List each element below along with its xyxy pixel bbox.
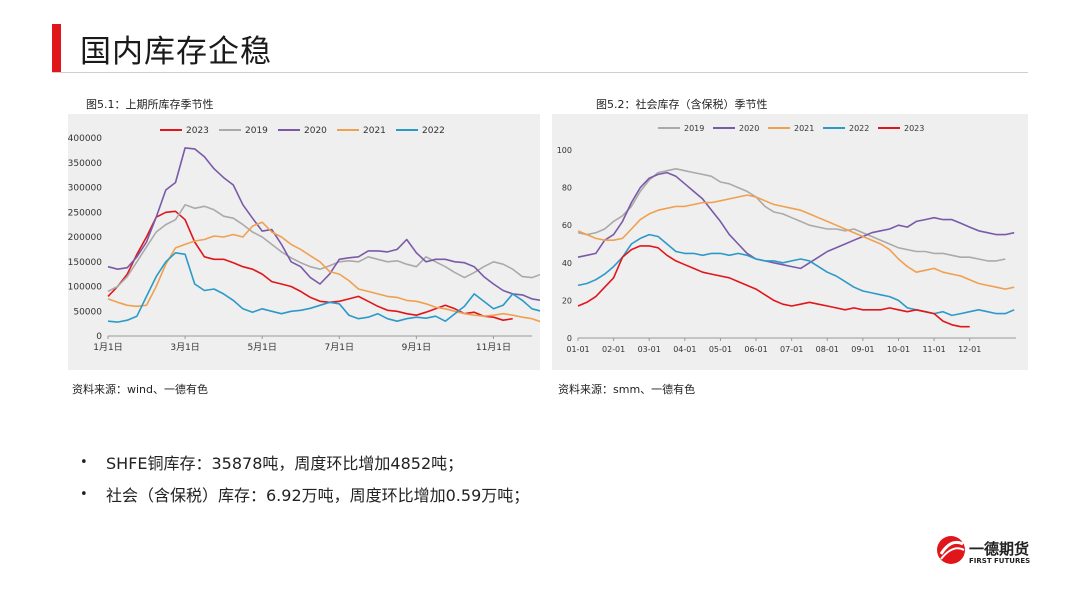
x-tick-label: 07-01 bbox=[780, 345, 803, 354]
y-tick-label: 250000 bbox=[68, 208, 102, 218]
series-line-2020 bbox=[577, 171, 1015, 270]
y-tick-label: 300000 bbox=[68, 184, 102, 194]
x-tick-label: 08-01 bbox=[816, 345, 839, 354]
x-tick-label: 3月1日 bbox=[170, 342, 199, 353]
legend-label: 2023 bbox=[904, 124, 924, 133]
y-tick-label: 200000 bbox=[68, 233, 102, 243]
bullet-item: • SHFE铜库存：35878吨，周度环比增加4852吨； bbox=[80, 446, 529, 478]
x-tick-label: 02-01 bbox=[602, 345, 625, 354]
series-line-2023 bbox=[107, 210, 513, 321]
x-tick-label: 11月1日 bbox=[476, 342, 511, 353]
legend-label: 2020 bbox=[739, 124, 759, 133]
bullet-dot-icon: • bbox=[80, 486, 88, 502]
legend-label: 2023 bbox=[186, 126, 209, 136]
y-tick-label: 150000 bbox=[68, 258, 102, 268]
y-tick-label: 20 bbox=[562, 296, 572, 305]
legend-label: 2021 bbox=[794, 124, 814, 133]
chart2-panel: 0 20 40 60 80 100 01-01 02-01 03-01 04-01 05-01 06-… bbox=[552, 114, 1028, 370]
legend-label: 2022 bbox=[422, 126, 445, 136]
title-divider bbox=[52, 72, 1028, 73]
x-tick-label: 03-01 bbox=[638, 345, 661, 354]
x-tick-label: 06-01 bbox=[744, 345, 767, 354]
logo-subtitle: FIRST FUTURES bbox=[969, 557, 1031, 565]
x-tick-label: 04-01 bbox=[673, 345, 696, 354]
series-line-2019 bbox=[107, 204, 552, 293]
chart1-caption: 图5.1：上期所库存季节性 bbox=[86, 98, 214, 111]
x-tick-label: 09-01 bbox=[851, 345, 874, 354]
chart1-panel: 0 50000 100000 150000 200000 250000 300000 3500… bbox=[68, 114, 552, 370]
legend-label: 2020 bbox=[304, 126, 327, 136]
x-tick-label: 11-01 bbox=[922, 345, 945, 354]
legend-label: 2019 bbox=[245, 126, 268, 136]
y-tick-label: 0 bbox=[96, 332, 102, 342]
y-tick-label: 0 bbox=[567, 334, 572, 343]
series-line-2021 bbox=[107, 221, 552, 323]
x-tick-label: 10-01 bbox=[887, 345, 910, 354]
x-tick-label: 9月1日 bbox=[402, 342, 431, 353]
series-line-2023 bbox=[577, 245, 970, 328]
chart2-caption: 图5.2：社会库存（含保税）季节性 bbox=[596, 98, 768, 111]
page-title: 国内库存企稳 bbox=[80, 34, 272, 70]
chart1-svg: 0 50000 100000 150000 200000 250000 300000 3500… bbox=[68, 126, 552, 353]
series-line-2022 bbox=[577, 233, 1015, 317]
bullet-text: SHFE铜库存：35878吨，周度环比增加4852吨； bbox=[106, 454, 464, 473]
title-accent-bar bbox=[52, 24, 61, 72]
x-tick-label: 05-01 bbox=[709, 345, 732, 354]
legend-label: 2022 bbox=[849, 124, 869, 133]
bullet-text: 社会（含保税）库存：6.92万吨，周度环比增加0.59万吨； bbox=[106, 486, 530, 505]
logo-mark-icon bbox=[937, 536, 965, 564]
chart2-svg: 0 20 40 60 80 100 01-01 02-01 03-01 04-01 05-01 06-… bbox=[557, 124, 1016, 354]
legend-label: 2019 bbox=[684, 124, 704, 133]
logo-name: 一德期货 bbox=[969, 540, 1030, 558]
series-line-2019 bbox=[577, 167, 1006, 262]
y-tick-label: 80 bbox=[562, 184, 572, 193]
y-tick-label: 100 bbox=[557, 146, 572, 155]
series-line-2021 bbox=[577, 194, 1015, 290]
y-tick-label: 350000 bbox=[68, 159, 102, 169]
company-logo: 一德期货 FIRST FUTURES bbox=[933, 532, 1043, 572]
x-tick-label: 5月1日 bbox=[247, 342, 276, 353]
legend-label: 2021 bbox=[363, 126, 386, 136]
x-tick-label: 7月1日 bbox=[325, 342, 354, 353]
y-tick-label: 50000 bbox=[73, 307, 102, 317]
x-tick-label: 1月1日 bbox=[93, 342, 122, 353]
y-tick-label: 400000 bbox=[68, 134, 102, 144]
summary-bullets: • SHFE铜库存：35878吨，周度环比增加4852吨； • 社会（含保税）库… bbox=[80, 446, 529, 510]
y-tick-label: 100000 bbox=[68, 283, 102, 293]
x-tick-label: 12-01 bbox=[958, 345, 981, 354]
series-line-2022 bbox=[107, 252, 552, 323]
bullet-dot-icon: • bbox=[80, 454, 88, 470]
bullet-item: • 社会（含保税）库存：6.92万吨，周度环比增加0.59万吨； bbox=[80, 478, 529, 510]
chart2-source: 资料来源：smm、一德有色 bbox=[558, 383, 696, 396]
chart1-source: 资料来源：wind、一德有色 bbox=[72, 383, 209, 396]
series-line-2020 bbox=[107, 147, 552, 302]
x-tick-label: 01-01 bbox=[566, 345, 589, 354]
y-tick-label: 60 bbox=[562, 221, 572, 230]
y-tick-label: 40 bbox=[562, 259, 572, 268]
